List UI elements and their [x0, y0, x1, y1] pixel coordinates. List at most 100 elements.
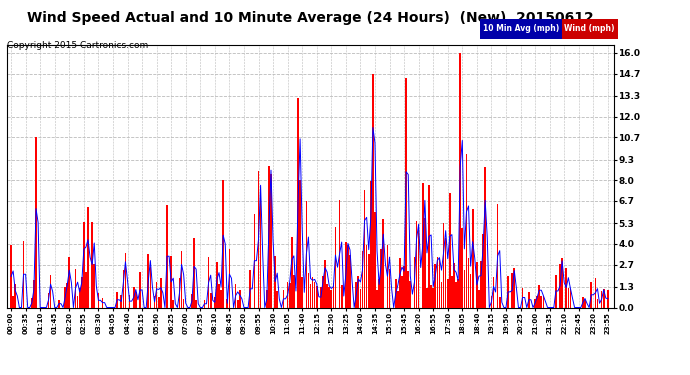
- Bar: [405, 78, 407, 308]
- Bar: [493, 276, 494, 308]
- Bar: [170, 256, 172, 307]
- Bar: [58, 300, 60, 307]
- Bar: [277, 291, 278, 308]
- Bar: [314, 282, 315, 308]
- Bar: [216, 262, 218, 308]
- Bar: [93, 264, 95, 308]
- Text: Copyright 2015 Cartronics.com: Copyright 2015 Cartronics.com: [7, 41, 148, 50]
- Bar: [283, 290, 284, 308]
- Bar: [388, 269, 391, 308]
- Bar: [499, 297, 500, 307]
- Bar: [364, 190, 366, 308]
- Bar: [50, 275, 51, 308]
- Bar: [222, 180, 224, 308]
- Bar: [449, 193, 451, 308]
- Bar: [476, 262, 477, 308]
- Bar: [117, 292, 118, 308]
- Bar: [91, 222, 93, 308]
- Bar: [237, 300, 239, 307]
- Bar: [484, 167, 486, 308]
- Bar: [299, 180, 301, 308]
- Bar: [35, 137, 37, 308]
- Bar: [83, 222, 85, 308]
- Bar: [478, 290, 480, 308]
- Bar: [335, 227, 336, 308]
- Bar: [433, 288, 434, 308]
- Bar: [376, 290, 378, 308]
- Bar: [424, 218, 426, 308]
- Bar: [166, 205, 168, 308]
- Bar: [382, 219, 384, 308]
- Bar: [445, 238, 446, 308]
- Bar: [507, 276, 509, 308]
- Bar: [235, 284, 237, 308]
- Bar: [101, 298, 104, 307]
- Bar: [451, 276, 453, 308]
- Bar: [407, 272, 409, 308]
- Bar: [511, 273, 513, 308]
- Bar: [139, 272, 141, 308]
- Bar: [591, 282, 592, 308]
- Bar: [482, 234, 484, 308]
- Bar: [310, 284, 311, 308]
- Bar: [582, 297, 584, 307]
- Bar: [380, 249, 382, 308]
- Text: Wind Speed Actual and 10 Minute Average (24 Hours)  (New)  20150612: Wind Speed Actual and 10 Minute Average …: [27, 11, 594, 25]
- Bar: [561, 258, 563, 307]
- Bar: [160, 278, 161, 308]
- Bar: [409, 281, 411, 308]
- Bar: [359, 289, 362, 308]
- Bar: [220, 290, 222, 308]
- Bar: [293, 274, 295, 308]
- Bar: [457, 279, 459, 308]
- Bar: [567, 288, 569, 308]
- Bar: [208, 257, 210, 307]
- Bar: [341, 285, 342, 308]
- Bar: [559, 264, 561, 308]
- Bar: [584, 300, 586, 307]
- Bar: [23, 241, 24, 308]
- Bar: [386, 245, 388, 308]
- Bar: [441, 282, 442, 308]
- Bar: [135, 292, 137, 308]
- Bar: [555, 274, 557, 308]
- Bar: [513, 268, 515, 308]
- Bar: [418, 228, 420, 308]
- Bar: [268, 166, 270, 308]
- Bar: [239, 290, 241, 308]
- Bar: [491, 297, 492, 307]
- Bar: [33, 280, 34, 308]
- Bar: [536, 296, 538, 307]
- Bar: [195, 300, 197, 307]
- Bar: [366, 245, 368, 308]
- Bar: [437, 257, 438, 307]
- Bar: [347, 245, 348, 308]
- Bar: [287, 282, 288, 308]
- Bar: [14, 284, 16, 308]
- Bar: [302, 277, 303, 308]
- Bar: [150, 267, 151, 308]
- Bar: [472, 209, 473, 308]
- Bar: [339, 200, 340, 308]
- Bar: [218, 284, 220, 308]
- Bar: [355, 282, 357, 308]
- Bar: [257, 171, 259, 308]
- Bar: [81, 277, 83, 308]
- Bar: [214, 297, 216, 307]
- Bar: [183, 299, 184, 307]
- Bar: [378, 279, 380, 308]
- Bar: [312, 277, 313, 308]
- Bar: [10, 246, 12, 308]
- Bar: [270, 174, 272, 308]
- Bar: [123, 270, 124, 308]
- Bar: [413, 256, 415, 307]
- Bar: [401, 276, 403, 308]
- Bar: [75, 268, 77, 308]
- Bar: [468, 258, 469, 308]
- Bar: [64, 287, 66, 308]
- Bar: [607, 290, 609, 308]
- Bar: [326, 284, 328, 308]
- Bar: [415, 221, 417, 308]
- Bar: [597, 299, 598, 307]
- Bar: [333, 284, 334, 308]
